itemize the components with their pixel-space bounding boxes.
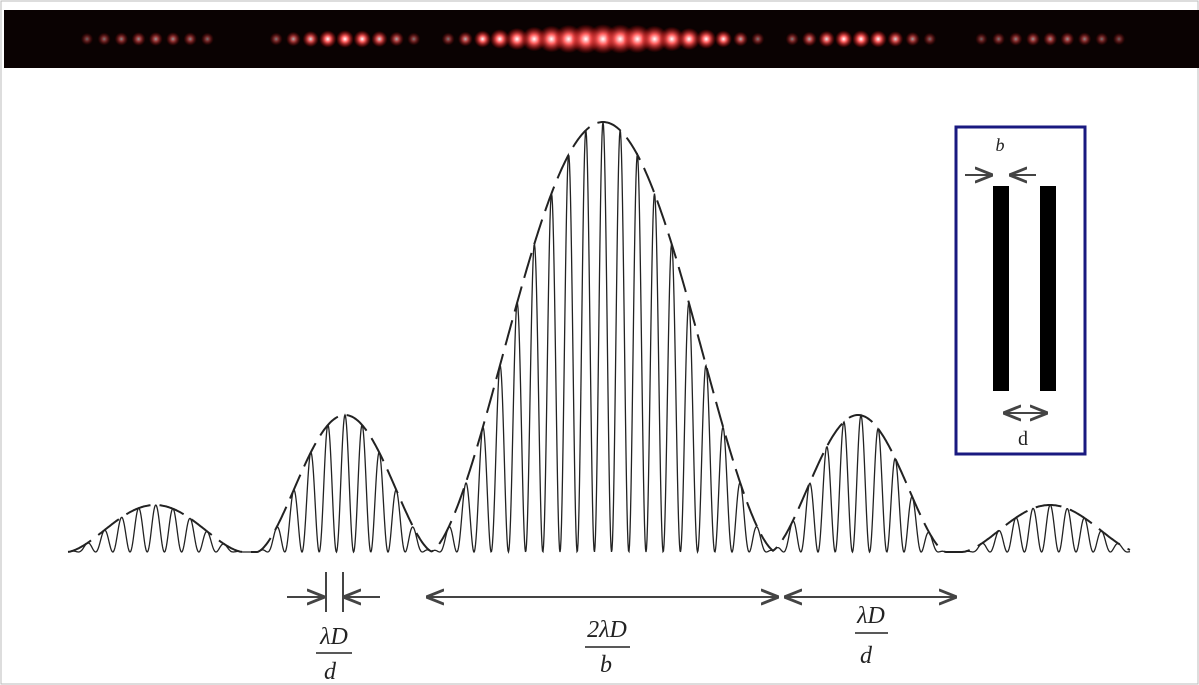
slit-width-label: b [996,135,1005,155]
fringe-dot [992,32,1005,46]
fringe-dot [114,32,129,46]
fringe-dot [183,32,197,46]
fraction-denominator: d [860,643,873,669]
fringe-dot [733,31,748,47]
fringe-dot [353,30,371,48]
fraction-denominator: d [324,659,337,685]
fringe-dot [166,32,180,46]
fringe-dot [269,32,283,46]
fringe-dot [148,32,163,46]
fringe-dot [407,32,421,46]
fraction-numerator: λD [319,624,348,650]
fringe-dot [302,30,319,48]
fringe-dot [131,32,146,46]
slit-inset [954,125,1087,456]
envelope-curve [67,121,1131,553]
fringe-dot [458,31,473,47]
fringe-dot [505,27,529,51]
fringe-dot [1077,32,1092,46]
slit-bar [993,186,1009,391]
fringe-dot [389,31,404,47]
fringe-dot [1009,32,1023,46]
fringe-dot [1043,32,1058,46]
fringe-dot [905,31,920,47]
fringe-dot [751,32,765,46]
fringe-dot [286,31,301,47]
slit-spacing-label: d [1018,428,1028,450]
fringe-dot [489,29,510,49]
fringe-dots [80,24,1126,54]
fringe-dot [818,30,835,48]
fringe-dot [1112,32,1126,46]
fringe-dot [1095,32,1109,46]
fringe-dot [923,32,937,46]
fringe-dot [659,26,685,52]
fringe-dot [785,32,799,46]
fringe-dot [1060,32,1075,46]
fraction-numerator: λD [856,603,885,629]
fraction-denominator: b [600,652,612,678]
fringe-dot [474,30,492,48]
fringe-dot [319,30,337,48]
fringe-dot [677,27,701,51]
fringe-dot [696,29,717,49]
slit-bar [1040,186,1056,391]
fringe-dot [441,32,455,46]
fringe-dot [641,25,669,53]
fringe-dot [802,31,817,47]
fraction-numerator: 2λD [587,617,627,643]
fringe-dot [336,30,354,48]
fringe-dot [887,31,904,47]
fringe-dot [835,30,853,48]
fringe-dot [80,32,94,46]
fringe-dot [1026,32,1040,46]
fringe-dot [714,30,733,48]
fringe-dot [97,32,111,46]
fringe-dot [852,30,870,48]
fringe-dot [975,32,988,46]
fringe-dot [869,30,887,48]
fringe-dot [371,30,388,48]
fringe-dot [201,32,214,46]
